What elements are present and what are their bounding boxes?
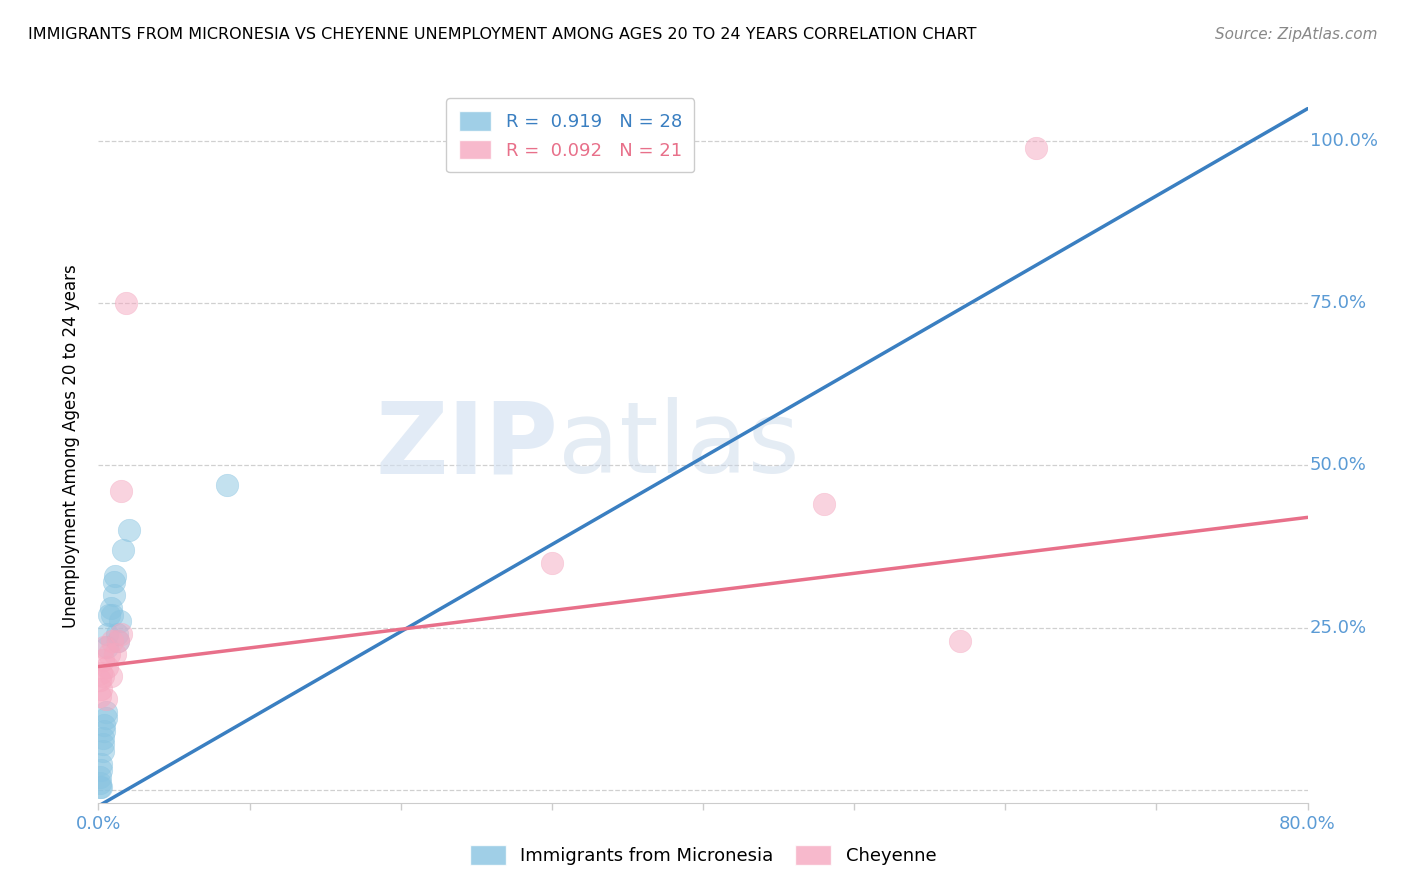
Point bbox=[100, 669, 122, 683]
Text: IMMIGRANTS FROM MICRONESIA VS CHEYENNE UNEMPLOYMENT AMONG AGES 20 TO 24 YEARS CO: IMMIGRANTS FROM MICRONESIA VS CHEYENNE U… bbox=[28, 27, 977, 42]
Point bbox=[89, 770, 111, 784]
Text: ZIP: ZIP bbox=[375, 398, 558, 494]
Point bbox=[949, 633, 972, 648]
Point bbox=[94, 711, 117, 725]
Point bbox=[114, 296, 136, 310]
Point bbox=[96, 640, 118, 654]
Point bbox=[89, 689, 111, 703]
Point bbox=[98, 647, 121, 661]
Point bbox=[101, 633, 124, 648]
Point bbox=[104, 568, 127, 582]
Point bbox=[91, 653, 114, 667]
Point bbox=[90, 764, 112, 778]
Legend: R =  0.919   N = 28, R =  0.092   N = 21: R = 0.919 N = 28, R = 0.092 N = 21 bbox=[446, 98, 695, 172]
Point bbox=[91, 669, 114, 683]
Text: 50.0%: 50.0% bbox=[1310, 457, 1367, 475]
Point bbox=[107, 633, 129, 648]
Text: 25.0%: 25.0% bbox=[1310, 619, 1367, 637]
Point bbox=[91, 744, 114, 758]
Point bbox=[100, 601, 122, 615]
Point bbox=[93, 718, 115, 732]
Point bbox=[96, 627, 118, 641]
Point bbox=[94, 705, 117, 719]
Text: 75.0%: 75.0% bbox=[1310, 294, 1367, 312]
Point bbox=[89, 776, 111, 790]
Legend: Immigrants from Micronesia, Cheyenne: Immigrants from Micronesia, Cheyenne bbox=[461, 836, 945, 874]
Y-axis label: Unemployment Among Ages 20 to 24 years: Unemployment Among Ages 20 to 24 years bbox=[62, 264, 80, 628]
Point bbox=[103, 575, 125, 590]
Point bbox=[105, 627, 128, 641]
Point bbox=[813, 497, 835, 511]
Point bbox=[89, 673, 111, 687]
Point bbox=[540, 556, 562, 570]
Point bbox=[94, 692, 117, 706]
Point bbox=[91, 731, 114, 745]
Point bbox=[93, 640, 115, 654]
Point bbox=[90, 780, 112, 794]
Point bbox=[104, 647, 127, 661]
Point bbox=[101, 607, 124, 622]
Point bbox=[215, 478, 238, 492]
Point bbox=[118, 524, 141, 538]
Text: 100.0%: 100.0% bbox=[1310, 132, 1378, 150]
Point bbox=[108, 614, 131, 628]
Point bbox=[90, 756, 112, 771]
Text: atlas: atlas bbox=[558, 398, 800, 494]
Point bbox=[90, 666, 112, 681]
Point bbox=[90, 682, 112, 697]
Point bbox=[540, 134, 562, 148]
Point bbox=[89, 780, 111, 794]
Point bbox=[103, 588, 125, 602]
Point bbox=[107, 633, 129, 648]
Point bbox=[1024, 140, 1046, 154]
Point bbox=[98, 607, 121, 622]
Point bbox=[91, 738, 114, 752]
Point bbox=[111, 542, 134, 557]
Point bbox=[96, 659, 118, 673]
Text: Source: ZipAtlas.com: Source: ZipAtlas.com bbox=[1215, 27, 1378, 42]
Point bbox=[110, 484, 132, 499]
Point bbox=[93, 724, 115, 739]
Point bbox=[110, 627, 132, 641]
